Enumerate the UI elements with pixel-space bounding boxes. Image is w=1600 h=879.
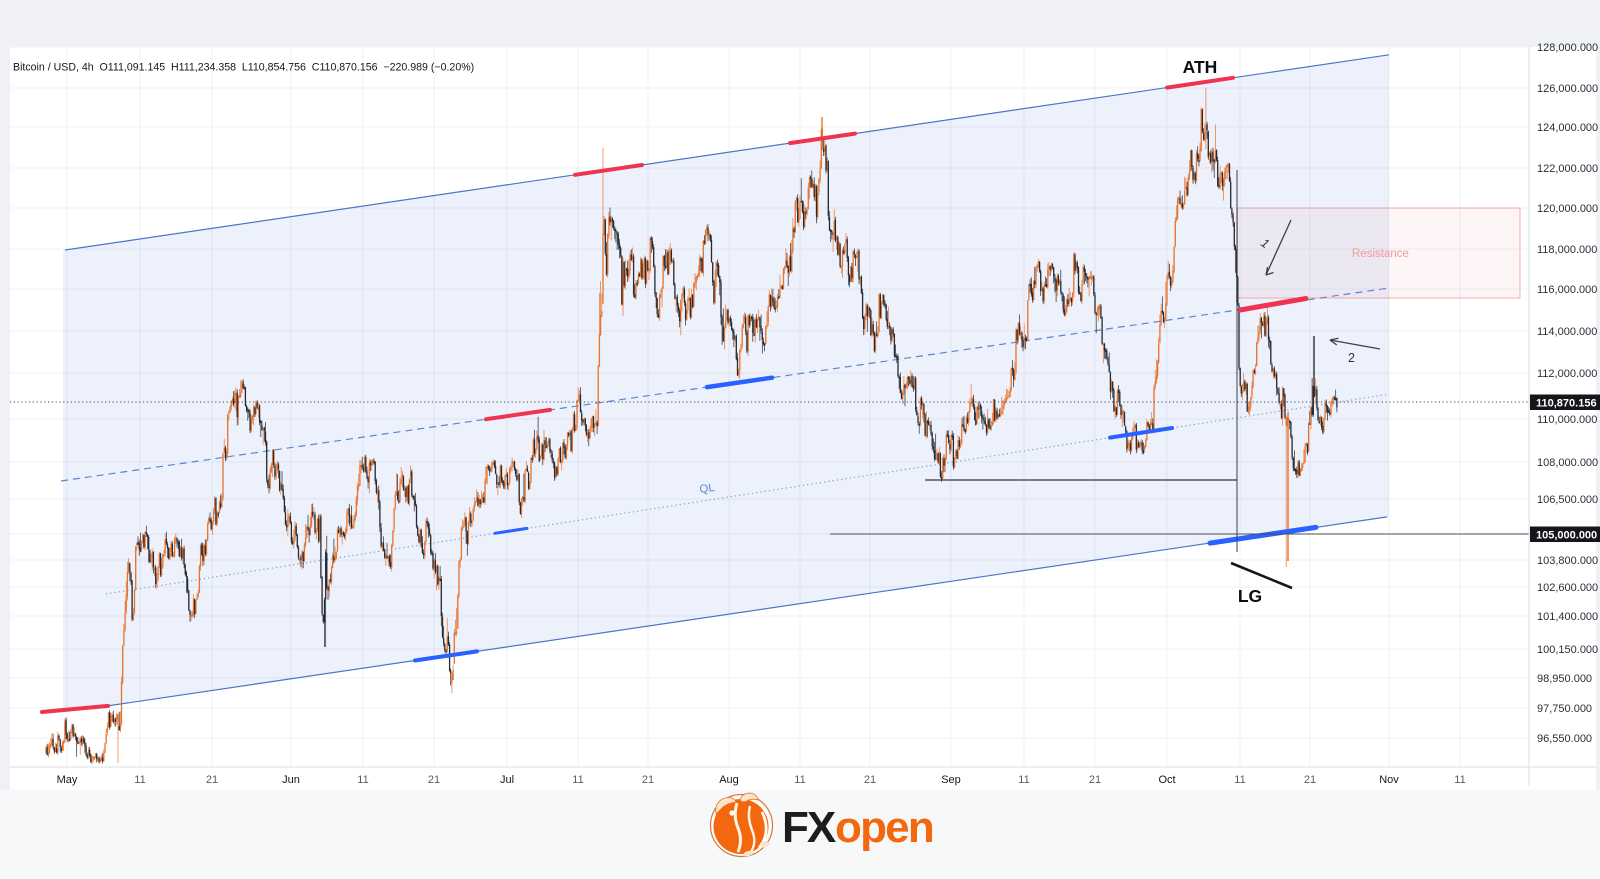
svg-text:97,750.000: 97,750.000 <box>1537 703 1592 715</box>
svg-text:103,800.000: 103,800.000 <box>1537 555 1598 567</box>
svg-text:open: open <box>835 803 933 852</box>
svg-text:120,000.000: 120,000.000 <box>1537 203 1598 215</box>
svg-text:11: 11 <box>572 774 583 786</box>
svg-text:Oct: Oct <box>1158 774 1175 786</box>
svg-text:21: 21 <box>1089 774 1101 786</box>
svg-text:114,000.000: 114,000.000 <box>1537 326 1597 338</box>
svg-text:11: 11 <box>1454 774 1465 786</box>
svg-text:105,000.000: 105,000.000 <box>1536 530 1597 542</box>
svg-text:11: 11 <box>134 774 145 786</box>
svg-text:Resistance: Resistance <box>1352 248 1409 260</box>
svg-text:Jun: Jun <box>282 774 300 786</box>
svg-text:FX: FX <box>782 803 836 852</box>
svg-text:116,000.000: 116,000.000 <box>1537 284 1597 296</box>
svg-text:11: 11 <box>1018 774 1029 786</box>
svg-text:21: 21 <box>1304 774 1316 786</box>
svg-text:124,000.000: 124,000.000 <box>1537 122 1598 134</box>
svg-text:11: 11 <box>1234 774 1245 786</box>
svg-text:101,400.000: 101,400.000 <box>1537 611 1598 623</box>
svg-text:110,000.000: 110,000.000 <box>1537 414 1597 426</box>
svg-text:LG: LG <box>1238 586 1262 606</box>
svg-text:108,000.000: 108,000.000 <box>1537 457 1598 469</box>
svg-text:2: 2 <box>1348 351 1355 365</box>
svg-text:21: 21 <box>206 774 218 786</box>
svg-text:Jul: Jul <box>500 774 514 786</box>
svg-text:21: 21 <box>428 774 440 786</box>
svg-text:118,000.000: 118,000.000 <box>1537 244 1597 256</box>
svg-text:98,950.000: 98,950.000 <box>1537 673 1592 685</box>
svg-text:ATH: ATH <box>1183 57 1218 77</box>
svg-text:Sep: Sep <box>941 774 961 786</box>
svg-text:May: May <box>57 774 78 786</box>
svg-text:Aug: Aug <box>719 774 739 786</box>
svg-text:128,000.000: 128,000.000 <box>1537 42 1598 54</box>
svg-text:96,550.000: 96,550.000 <box>1537 733 1592 745</box>
svg-text:11: 11 <box>794 774 805 786</box>
svg-text:102,600.000: 102,600.000 <box>1537 582 1598 594</box>
svg-text:110,870.156: 110,870.156 <box>1536 398 1597 410</box>
svg-text:126,000.000: 126,000.000 <box>1537 83 1598 95</box>
svg-text:100,150.000: 100,150.000 <box>1537 644 1598 656</box>
svg-text:Bitcoin / USD, 4h O111,091.14: Bitcoin / USD, 4h O111,091.145 H111,234.… <box>13 62 474 74</box>
svg-text:11: 11 <box>357 774 368 786</box>
svg-text:QL: QL <box>699 482 716 496</box>
svg-text:21: 21 <box>864 774 876 786</box>
svg-text:Nov: Nov <box>1379 774 1399 786</box>
svg-text:122,000.000: 122,000.000 <box>1537 163 1598 175</box>
svg-text:21: 21 <box>642 774 654 786</box>
svg-text:106,500.000: 106,500.000 <box>1537 494 1598 506</box>
svg-text:112,000.000: 112,000.000 <box>1537 368 1597 380</box>
